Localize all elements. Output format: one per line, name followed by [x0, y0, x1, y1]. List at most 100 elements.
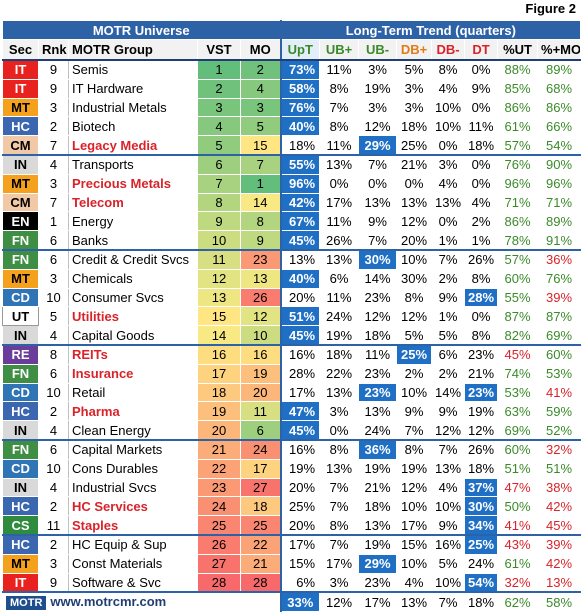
group-name-cell: Transports [68, 154, 198, 175]
table-row: FN 6 Insurance 17 19 28% 22% 23% 2% 2% 21% 74% 53% [2, 363, 582, 384]
upt-cell: 15% [279, 553, 321, 574]
table-body: IT 9 Semis 1 2 73% 11% 3% 5% 8% 0% 88% 89% IT 9 IT Hard… [2, 59, 582, 593]
group-name-cell: Chemicals [68, 268, 198, 289]
mo-cell: 4 [239, 78, 282, 99]
group-name-cell: Industrial Svcs [68, 477, 198, 498]
dbp-cell: 25% [396, 135, 433, 156]
ubm-cell: 19% [358, 534, 398, 555]
dbp-cell: 5% [396, 59, 433, 80]
rank-cell: 4 [38, 420, 69, 441]
sector-cell: RE [2, 344, 39, 365]
dt-cell: 0% [464, 59, 499, 80]
group-name-cell: Const Materials [68, 553, 198, 574]
ubp-cell: 0% [319, 420, 360, 441]
rank-cell: 9 [38, 59, 69, 80]
ubm-cell: 9% [358, 211, 398, 232]
dbp-cell: 17% [396, 515, 433, 536]
rank-cell: 1 [38, 211, 69, 232]
group-name-cell: Energy [68, 211, 198, 232]
dt-cell: 1% [464, 230, 499, 251]
dt-cell: 25% [464, 534, 499, 555]
dbm-cell: 16% [431, 534, 466, 555]
vst-cell: 8 [197, 192, 241, 213]
dbm-cell: 2% [431, 268, 466, 289]
sector-cell: MT [2, 97, 39, 118]
sector-cell: IT [2, 59, 39, 80]
sector-cell: IN [2, 420, 39, 441]
pct-ut-cell: 55% [497, 287, 539, 308]
dbp-cell: 4% [396, 572, 433, 593]
pct-ut-cell: 57% [497, 249, 539, 270]
table-row: IT 9 IT Hardware 2 4 58% 8% 19% 3% 4% 9% 85% 68% [2, 78, 582, 99]
vst-cell: 27 [197, 553, 241, 574]
group-name-cell: Insurance [68, 363, 198, 384]
pct-ut-cell: 60% [497, 268, 539, 289]
group-name-cell: IT Hardware [68, 78, 198, 99]
sector-cell: UT [2, 306, 39, 327]
dbp-cell: 5% [396, 325, 433, 346]
mo-cell: 28 [239, 572, 282, 593]
sector-cell: EN [2, 211, 39, 232]
pct-ut-cell: 87% [497, 306, 539, 327]
group-name-cell: HC Services [68, 496, 198, 517]
pct-ut-cell: 57% [497, 135, 539, 156]
dbm-cell: 5% [431, 553, 466, 574]
upt-cell: 25% [279, 496, 321, 517]
dbp-cell: 19% [396, 458, 433, 479]
group-name-cell: Retail [68, 382, 198, 403]
group-name-cell: Utilities [68, 306, 198, 327]
pct-ut-cell: 45% [497, 344, 539, 365]
ubp-cell: 13% [319, 458, 360, 479]
dbp-cell: 3% [396, 78, 433, 99]
rank-cell: 11 [38, 515, 69, 536]
dbm-cell: 4% [431, 78, 466, 99]
ubp-cell: 8% [319, 439, 360, 460]
mo-cell: 16 [239, 344, 282, 365]
mo-cell: 8 [239, 211, 282, 232]
universe-header: MOTR Universe [1, 20, 282, 40]
mo-cell: 15 [239, 135, 282, 156]
pct-mo-cell: 91% [537, 230, 582, 251]
dt-cell: 23% [464, 382, 499, 403]
table-row: HC 2 HC Equip & Sup 26 22 17% 7% 19% 15% 16% 25% 43… [2, 534, 582, 555]
table-row: FN 6 Capital Markets 21 24 16% 8% 36% 8% 7% 26% 60%… [2, 439, 582, 460]
upt-cell: 13% [279, 249, 321, 270]
group-name-cell: REITs [68, 344, 198, 365]
table-row: HC 2 Pharma 19 11 47% 3% 13% 9% 9% 19% 63% 59% [2, 401, 582, 422]
pct-ut-cell: 53% [497, 382, 539, 403]
ubm-cell: 12% [358, 306, 398, 327]
table-row: IN 4 Clean Energy 20 6 45% 0% 24% 7% 12% 12% 69% 52% [2, 420, 582, 441]
vst-cell: 18 [197, 382, 241, 403]
dbp-cell: 10% [396, 496, 433, 517]
upt-cell: 76% [279, 97, 321, 118]
rank-cell: 4 [38, 477, 69, 498]
table-row: RE 8 REITs 16 16 16% 18% 11% 25% 6% 23% 45% 60% [2, 344, 582, 365]
rank-cell: 10 [38, 382, 69, 403]
sector-cell: HC [2, 534, 39, 555]
footer-total-cell: 33% [279, 591, 321, 613]
ubp-cell: 3% [319, 572, 360, 593]
column-header-ub: UB+ [319, 39, 360, 61]
dt-cell: 0% [464, 306, 499, 327]
mo-cell: 13 [239, 268, 282, 289]
column-header-rnk: Rnk [38, 39, 69, 61]
pct-ut-cell: 76% [497, 154, 539, 175]
dt-cell: 12% [464, 420, 499, 441]
pct-ut-cell: 63% [497, 401, 539, 422]
mo-cell: 5 [239, 116, 282, 137]
upt-cell: 40% [279, 268, 321, 289]
rank-cell: 10 [38, 458, 69, 479]
mo-cell: 3 [239, 97, 282, 118]
footer-total-cell: 7% [431, 591, 466, 613]
column-header-dt: DT [464, 39, 499, 61]
dbp-cell: 15% [396, 534, 433, 555]
site-link[interactable]: www.motrcmr.com [50, 594, 167, 610]
table-row: IT 9 Semis 1 2 73% 11% 3% 5% 8% 0% 88% 89% [2, 59, 582, 80]
mo-cell: 22 [239, 534, 282, 555]
vst-cell: 13 [197, 287, 241, 308]
ubp-cell: 11% [319, 287, 360, 308]
mo-cell: 25 [239, 515, 282, 536]
mo-cell: 6 [239, 420, 282, 441]
column-header-ub: UB- [358, 39, 398, 61]
ubm-cell: 23% [358, 572, 398, 593]
